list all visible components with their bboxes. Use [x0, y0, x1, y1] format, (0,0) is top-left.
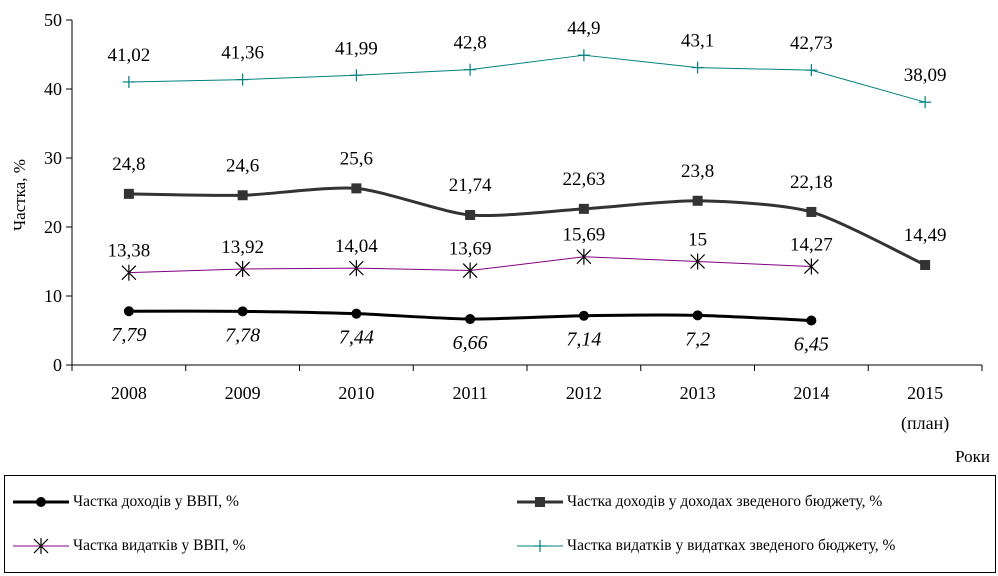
- legend-line-plus-icon: [517, 540, 563, 552]
- data-point-marker: [462, 262, 478, 279]
- data-point-marker: [578, 203, 589, 214]
- legend-item-income-budget: Частка доходів у доходах зведеного бюдже…: [515, 490, 882, 514]
- x-tick-label: 2011: [452, 383, 487, 403]
- data-point-marker: [920, 260, 931, 271]
- data-point-marker: [919, 96, 932, 109]
- data-point-marker: [235, 260, 251, 277]
- x-tick-label: 2015: [907, 383, 943, 403]
- legend-item-expense-gdp: Частка видатків у ВВП, %: [11, 534, 246, 558]
- data-label: 25,6: [340, 148, 373, 169]
- data-label: 41,02: [108, 45, 151, 66]
- data-point-marker: [351, 308, 362, 319]
- x-tick-label: 2014: [793, 383, 829, 403]
- data-label: 13,69: [449, 239, 492, 260]
- data-label: 43,1: [681, 31, 714, 52]
- data-label: 14,27: [790, 235, 833, 256]
- x-tick-label: 2009: [225, 383, 261, 403]
- data-label: 24,8: [112, 154, 145, 175]
- legend-item-income-gdp: Частка доходів у ВВП, %: [11, 490, 239, 514]
- data-point-marker: [690, 253, 706, 270]
- chart-tick-labels: 0 10 20 30 40 50 2008 2009 2010 2011 2012 2013 2014 2…: [10, 10, 990, 466]
- chart-series-markers: [121, 49, 932, 326]
- legend-line-asterisk-icon: [13, 538, 69, 554]
- data-label: 7,79: [111, 324, 146, 346]
- series-line-3: [128, 54, 926, 103]
- data-point-marker: [692, 310, 703, 321]
- data-point-marker: [464, 63, 477, 76]
- data-label: 13,38: [108, 241, 151, 262]
- data-point-marker: [350, 69, 363, 82]
- y-tick-label: 0: [53, 355, 62, 375]
- y-tick-label: 10: [44, 286, 62, 306]
- data-label: 24,6: [226, 155, 259, 176]
- x-tick-label: 2012: [566, 383, 602, 403]
- data-label: 6,66: [453, 332, 488, 354]
- data-label: 41,99: [335, 38, 378, 59]
- data-point-marker: [805, 64, 818, 77]
- data-point-marker: [691, 61, 704, 74]
- legend-label: Частка видатків у ВВП, %: [73, 537, 246, 554]
- chart-legend: Частка доходів у ВВП, % Частка доходів у…: [4, 475, 996, 573]
- data-label: 6,45: [794, 333, 829, 355]
- data-label: 13,92: [221, 237, 264, 258]
- data-label: 38,09: [904, 65, 947, 86]
- data-label: 21,74: [449, 175, 492, 196]
- data-label: 7,14: [566, 329, 601, 351]
- data-label: 14,04: [335, 236, 378, 257]
- x-tick-label: 2008: [111, 383, 147, 403]
- data-point-marker: [577, 49, 590, 62]
- legend-label: Частка доходів у доходах зведеного бюдже…: [567, 493, 883, 510]
- data-point-marker: [692, 195, 703, 206]
- data-label: 23,8: [681, 161, 714, 182]
- legend-label: Частка доходів у ВВП, %: [73, 493, 239, 510]
- line-chart: 0 10 20 30 40 50 2008 2009 2010 2011 2012 2013 2014 2…: [10, 10, 990, 466]
- data-label: 14,49: [904, 225, 947, 246]
- data-label: 41,36: [221, 43, 264, 64]
- data-label: 22,63: [563, 169, 606, 190]
- data-point-marker: [465, 314, 476, 325]
- data-point-marker: [465, 209, 476, 220]
- data-point-marker: [351, 183, 362, 194]
- y-tick-label: 30: [44, 148, 62, 168]
- data-label: 15: [688, 230, 707, 251]
- data-label: 7,78: [225, 324, 260, 346]
- data-label: 42,73: [790, 33, 833, 54]
- data-point-marker: [237, 190, 248, 201]
- data-point-marker: [122, 75, 135, 88]
- legend-line-circle-icon: [13, 497, 69, 507]
- data-point-marker: [123, 188, 134, 199]
- data-point-marker: [578, 310, 589, 321]
- data-label: 44,9: [567, 18, 600, 39]
- legend-line-square-icon: [517, 497, 563, 507]
- chart-axes: [66, 19, 983, 371]
- x-tick-sublabel: (план): [901, 413, 949, 434]
- data-label: 42,8: [454, 33, 487, 54]
- data-label: 7,2: [685, 328, 710, 350]
- data-point-marker: [123, 306, 134, 317]
- data-point-marker: [348, 260, 364, 277]
- chart-data-labels: 7,79 7,78 7,44 6,66 7,14 7,2 6,45 24,8 24,6 25,6 2…: [108, 18, 947, 355]
- data-point-marker: [236, 73, 249, 86]
- legend-label: Частка видатків у видатках зведеного бюд…: [567, 537, 896, 554]
- y-tick-label: 40: [44, 79, 62, 99]
- data-point-marker: [806, 315, 817, 326]
- data-label: 22,18: [790, 172, 833, 193]
- data-point-marker: [803, 258, 819, 275]
- data-label: 7,44: [339, 327, 374, 349]
- y-tick-label: 50: [44, 10, 62, 30]
- y-axis-title: Частка, %: [10, 159, 29, 231]
- data-point-marker: [806, 206, 817, 217]
- x-tick-label: 2013: [680, 383, 716, 403]
- data-point-marker: [576, 248, 592, 265]
- data-label: 15,69: [563, 225, 606, 246]
- x-axis-title: Роки: [955, 447, 990, 466]
- legend-item-expense-budget: Частка видатків у видатках зведеного бюд…: [515, 534, 895, 558]
- y-tick-label: 20: [44, 217, 62, 237]
- data-point-marker: [237, 306, 248, 317]
- data-point-marker: [121, 264, 137, 281]
- x-tick-label: 2010: [338, 383, 374, 403]
